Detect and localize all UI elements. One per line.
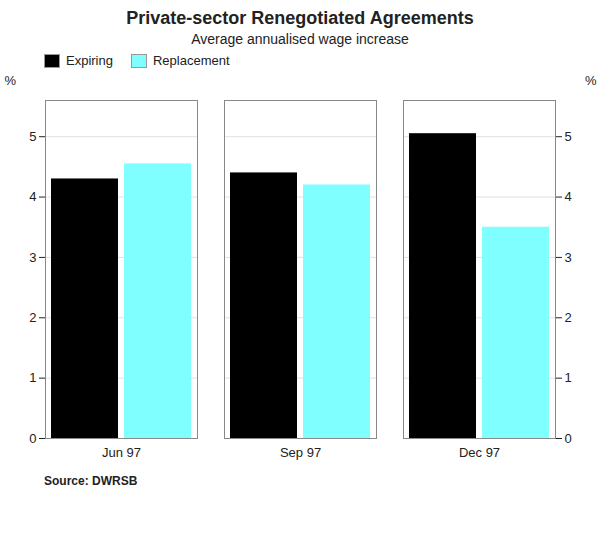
svg-text:Sep 97: Sep 97 [280,445,321,460]
html-text:Private-sector Renegotiated Ag: Private-sector Renegotiated Agreements [126,8,474,28]
svg-text:3: 3 [29,250,36,265]
svg-text:2: 2 [565,310,572,325]
svg-text:1: 1 [565,370,572,385]
svg-text:%: % [5,73,17,88]
svg-text:2: 2 [29,310,36,325]
svg-text:0: 0 [29,431,36,446]
svg-text:1: 1 [29,370,36,385]
svg-text:4: 4 [29,189,36,204]
svg-text:%: % [585,73,597,88]
svg-text:Jun 97: Jun 97 [102,445,141,460]
svg-text:0: 0 [565,431,572,446]
svg-text:Dec 97: Dec 97 [459,445,500,460]
svg-text:5: 5 [29,129,36,144]
html-text:Expiring: Expiring [66,53,113,68]
svg-text:3: 3 [565,250,572,265]
html-text:Replacement: Replacement [153,53,230,68]
svg-text:5: 5 [565,129,572,144]
html-text:Average annualised wage increa: Average annualised wage increase [191,31,409,47]
svg-text:4: 4 [565,189,572,204]
html-text:Source: DWRSB: Source: DWRSB [44,474,138,488]
